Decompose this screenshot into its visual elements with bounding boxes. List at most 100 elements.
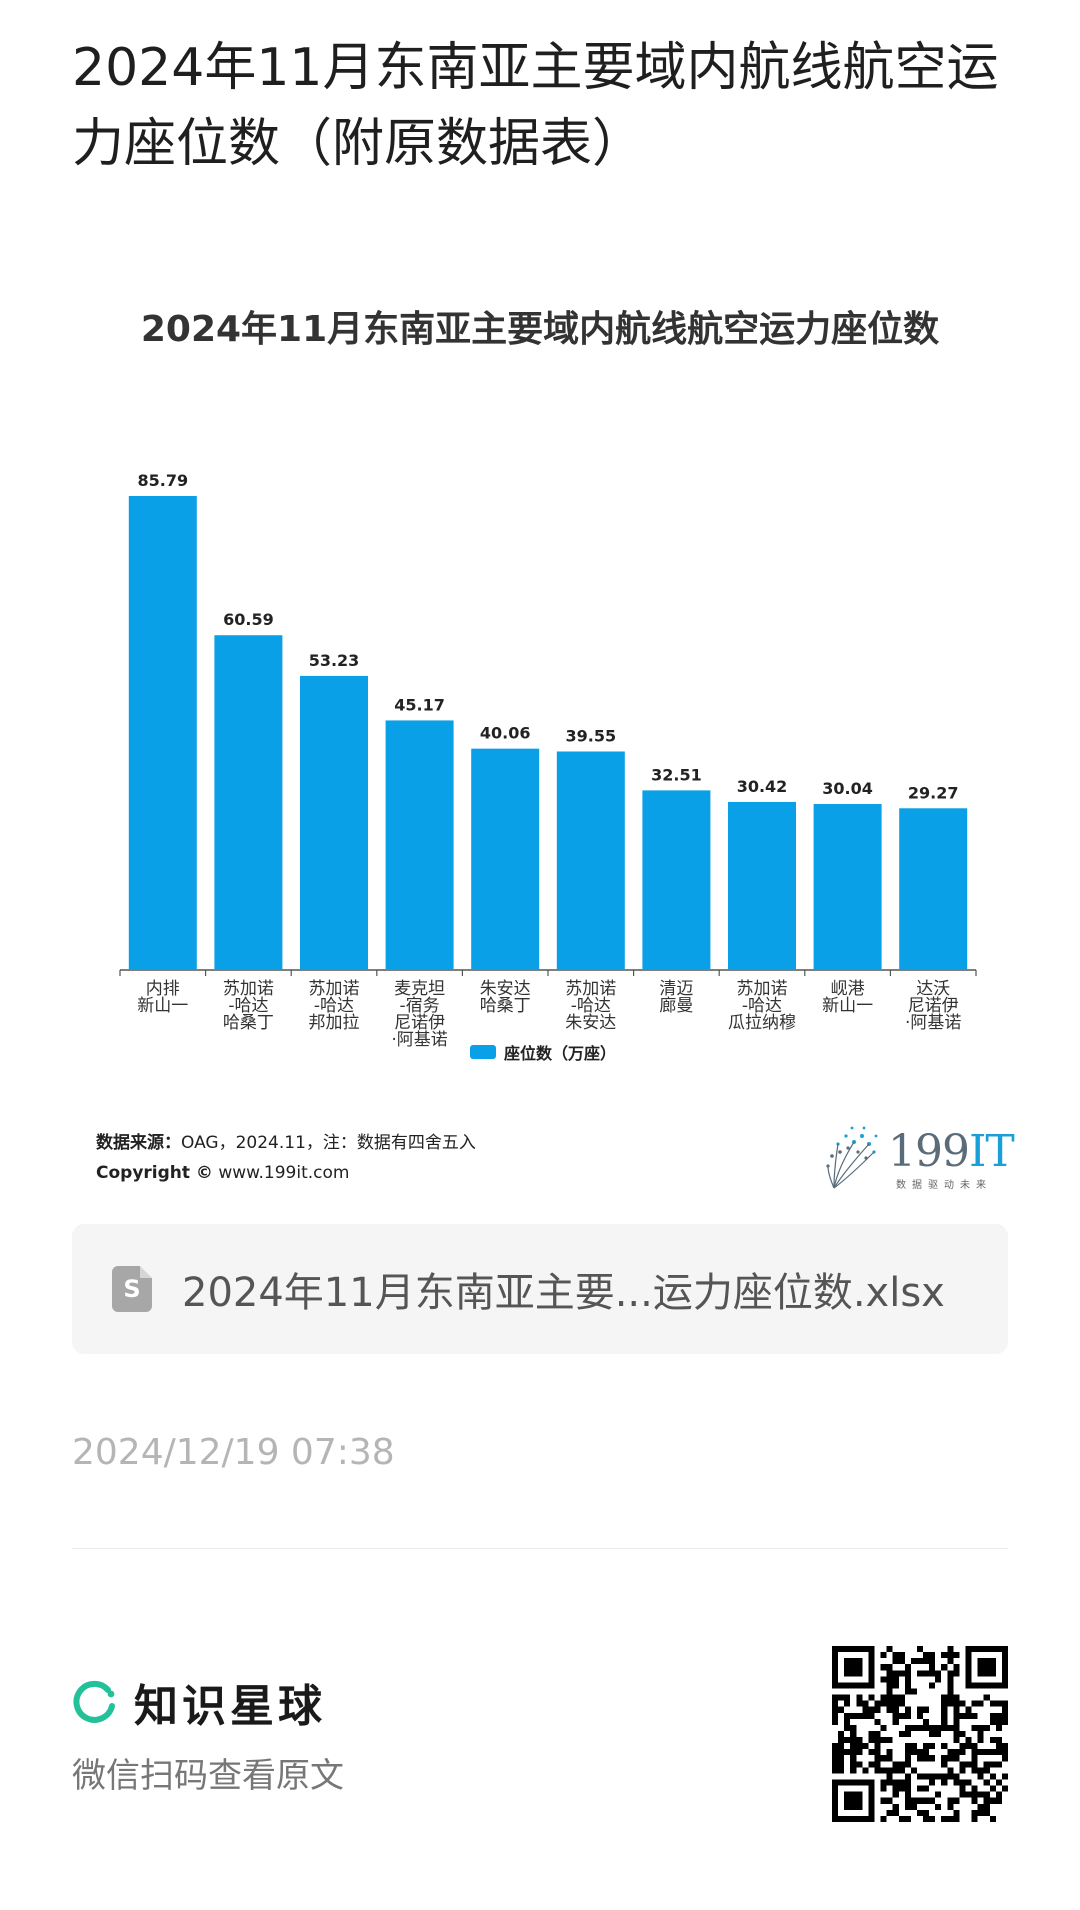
qr-module bbox=[898, 1700, 905, 1707]
qr-module bbox=[832, 1706, 839, 1713]
qr-finder bbox=[844, 1658, 863, 1677]
qr-module bbox=[953, 1664, 960, 1671]
qr-module bbox=[959, 1743, 966, 1750]
qr-module bbox=[844, 1718, 851, 1725]
qr-module bbox=[874, 1730, 881, 1738]
qr-module bbox=[923, 1773, 930, 1780]
qr-module bbox=[892, 1767, 899, 1774]
qr-module bbox=[838, 1767, 845, 1774]
qr-module bbox=[892, 1785, 899, 1792]
qr-module bbox=[983, 1809, 990, 1816]
qr-module bbox=[880, 1737, 887, 1744]
qr-module bbox=[953, 1700, 960, 1707]
qr-module bbox=[832, 1761, 839, 1768]
qr-module bbox=[886, 1749, 893, 1756]
x-tick-label: 苏加诺 bbox=[223, 979, 274, 999]
qr-module bbox=[904, 1761, 911, 1768]
qr-module bbox=[965, 1743, 972, 1750]
qr-module bbox=[989, 1773, 996, 1780]
logo-accent: IT bbox=[968, 1126, 1015, 1177]
qr-module bbox=[886, 1809, 893, 1816]
qr-module bbox=[838, 1743, 845, 1750]
qr-module bbox=[941, 1743, 948, 1750]
x-tick-label: -宿务 bbox=[400, 996, 440, 1016]
qr-module bbox=[880, 1779, 887, 1786]
qr-module bbox=[947, 1724, 954, 1731]
qr-module bbox=[989, 1700, 996, 1707]
x-tick-label: 达沃 bbox=[916, 979, 950, 999]
qr-module bbox=[904, 1803, 911, 1810]
qr-module bbox=[995, 1712, 1002, 1719]
qr-module bbox=[947, 1755, 954, 1762]
qr-module bbox=[983, 1803, 990, 1810]
x-tick-label: ·阿基诺 bbox=[905, 1013, 961, 1033]
qr-module bbox=[965, 1737, 972, 1744]
qr-module bbox=[923, 1749, 930, 1756]
qr-module bbox=[1001, 1718, 1008, 1725]
bar bbox=[556, 751, 625, 970]
qr-module bbox=[904, 1791, 911, 1798]
qr-module bbox=[868, 1730, 875, 1738]
qr-module bbox=[916, 1773, 924, 1780]
qr-finder bbox=[965, 1646, 1008, 1653]
qr-module bbox=[850, 1737, 857, 1744]
qr-module bbox=[995, 1724, 1002, 1731]
qr-module bbox=[935, 1676, 942, 1683]
legend-swatch bbox=[470, 1045, 496, 1059]
x-tick-label: 瓜拉纳穆 bbox=[728, 1013, 796, 1033]
qr-module bbox=[971, 1755, 978, 1762]
qr-module bbox=[965, 1712, 972, 1719]
qr-module bbox=[989, 1737, 996, 1744]
logo-tagline: 数据驱动未来 bbox=[896, 1180, 992, 1191]
x-tick-label: 尼诺伊 bbox=[394, 1013, 445, 1033]
qr-module bbox=[947, 1773, 954, 1780]
qr-module bbox=[850, 1767, 857, 1774]
qr-module bbox=[953, 1815, 960, 1822]
qr-module bbox=[844, 1700, 851, 1707]
bar-value-label: 40.06 bbox=[480, 724, 531, 743]
qr-module bbox=[910, 1688, 917, 1695]
qr-module bbox=[850, 1712, 857, 1719]
qr-module bbox=[886, 1700, 893, 1707]
qr-module bbox=[959, 1712, 966, 1719]
attachment-file-card[interactable]: S 2024年11月东南亚主要...运力座位数.xlsx bbox=[72, 1224, 1008, 1354]
qr-code-icon[interactable] bbox=[832, 1646, 1008, 1822]
qr-module bbox=[904, 1749, 911, 1756]
qr-module bbox=[880, 1767, 887, 1774]
qr-module bbox=[880, 1785, 887, 1792]
qr-module bbox=[941, 1779, 948, 1786]
qr-module bbox=[832, 1694, 839, 1701]
qr-module bbox=[838, 1730, 845, 1738]
qr-finder bbox=[868, 1779, 875, 1822]
qr-module bbox=[910, 1797, 917, 1804]
qr-module bbox=[892, 1658, 899, 1665]
qr-module bbox=[904, 1743, 911, 1750]
qr-module bbox=[989, 1785, 996, 1792]
qr-module bbox=[1001, 1755, 1008, 1762]
qr-module bbox=[904, 1712, 911, 1719]
qr-module bbox=[947, 1815, 954, 1822]
post-timestamp: 2024/12/19 07:38 bbox=[72, 1432, 395, 1473]
qr-module bbox=[892, 1682, 899, 1689]
qr-module bbox=[850, 1749, 857, 1756]
qr-module bbox=[844, 1694, 851, 1701]
qr-module bbox=[941, 1664, 948, 1671]
qr-module bbox=[947, 1797, 954, 1804]
bar-value-label: 30.04 bbox=[822, 779, 873, 798]
qr-module bbox=[844, 1737, 851, 1744]
bar bbox=[813, 804, 882, 970]
qr-module bbox=[929, 1724, 936, 1731]
qr-module bbox=[947, 1749, 954, 1756]
qr-module bbox=[959, 1779, 966, 1786]
qr-module bbox=[947, 1682, 954, 1689]
source-text: OAG，2024.11，注：数据有四舍五入 bbox=[181, 1133, 476, 1153]
qr-module bbox=[947, 1767, 954, 1774]
copyright-text: www.199it.com bbox=[218, 1163, 350, 1183]
qr-module bbox=[953, 1694, 960, 1701]
qr-module bbox=[886, 1767, 893, 1774]
qr-module bbox=[923, 1670, 930, 1677]
qr-module bbox=[904, 1773, 911, 1780]
qr-module bbox=[947, 1652, 954, 1659]
qr-module bbox=[995, 1737, 1002, 1744]
qr-module bbox=[923, 1658, 930, 1665]
